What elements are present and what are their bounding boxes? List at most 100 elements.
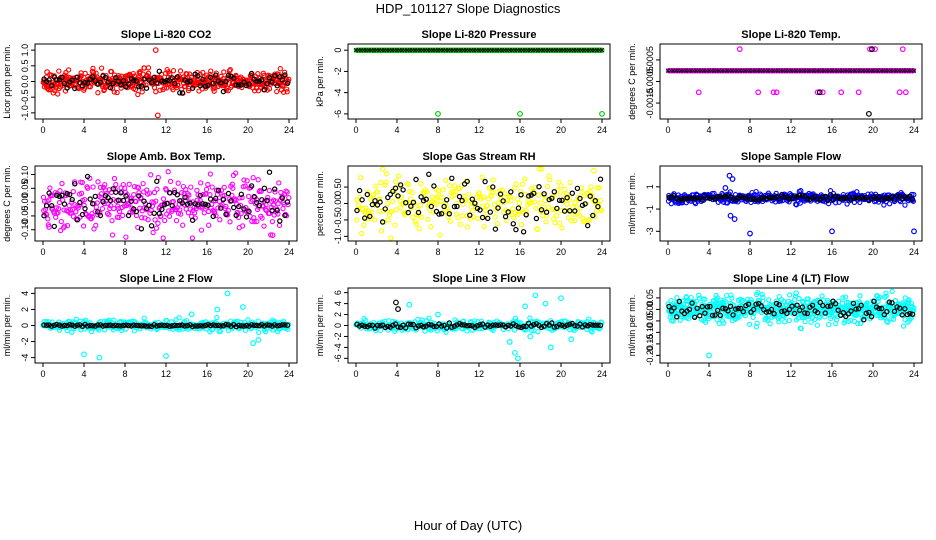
data-point xyxy=(212,85,218,91)
data-point xyxy=(405,181,411,188)
x-tick-label: 24 xyxy=(284,369,294,379)
mean-point xyxy=(274,207,280,213)
x-tick-label: 16 xyxy=(515,247,525,257)
mean-point xyxy=(54,192,60,198)
data-point xyxy=(539,166,545,172)
data-point xyxy=(511,215,517,221)
data-point xyxy=(98,191,105,197)
data-point xyxy=(424,188,430,195)
mean-point xyxy=(248,70,255,77)
outlier-point xyxy=(163,353,169,359)
data-point xyxy=(124,192,130,198)
mean-point xyxy=(254,78,260,84)
data-point xyxy=(797,200,803,206)
mean-point xyxy=(64,190,70,197)
data-point xyxy=(111,175,118,182)
data-point xyxy=(767,321,773,327)
outlier-point xyxy=(731,216,738,222)
mean-point xyxy=(272,186,278,192)
y-axis-label: ml/min per min. xyxy=(627,173,637,235)
mean-point xyxy=(261,86,268,93)
data-point xyxy=(206,222,212,228)
data-point xyxy=(385,201,391,207)
data-point xyxy=(366,210,373,216)
mean-point xyxy=(438,210,445,217)
data-point xyxy=(59,180,65,187)
mean-point xyxy=(362,215,368,221)
mean-point xyxy=(282,212,288,219)
mean-point xyxy=(502,213,509,220)
data-point xyxy=(180,222,186,228)
y-tick-label: -6 xyxy=(333,354,343,362)
mean-point xyxy=(143,205,150,212)
data-point xyxy=(244,178,250,184)
mean-point xyxy=(233,212,239,218)
y-tick-label: -4 xyxy=(333,89,343,97)
mean-point xyxy=(189,85,196,91)
mean-point xyxy=(200,76,206,83)
mean-point xyxy=(215,187,221,193)
mean-point xyxy=(855,195,862,201)
mean-point xyxy=(444,197,450,203)
mean-point xyxy=(781,194,788,200)
y-tick-label: 0.0005 xyxy=(645,46,655,74)
data-point xyxy=(109,217,115,224)
y-tick-label: 0 xyxy=(20,323,30,328)
mean-point xyxy=(41,212,47,219)
data-point xyxy=(83,211,89,217)
mean-point xyxy=(451,203,458,210)
x-tick-label: 20 xyxy=(868,369,878,379)
mean-point xyxy=(77,79,83,86)
outlier-point xyxy=(722,185,729,191)
outlier-point xyxy=(558,295,564,302)
mean-point xyxy=(390,188,396,194)
data-point xyxy=(109,232,116,238)
data-point xyxy=(495,200,501,206)
y-tick-label: -0.5 xyxy=(20,89,30,105)
x-tick-label: 4 xyxy=(394,247,399,257)
data-point xyxy=(73,209,79,215)
mean-point xyxy=(500,198,506,204)
data-point xyxy=(58,218,64,225)
data-point xyxy=(106,212,112,218)
data-point xyxy=(727,189,733,195)
data-point xyxy=(242,183,248,189)
x-tick-label: 20 xyxy=(243,247,253,257)
mean-point xyxy=(166,189,173,196)
mean-point xyxy=(684,195,690,202)
mean-point xyxy=(100,199,106,205)
y-tick-label: 0.50 xyxy=(333,178,343,196)
y-tick-label: 1 xyxy=(645,184,655,189)
data-point xyxy=(388,235,394,241)
mean-marker xyxy=(599,47,605,53)
y-axis-label: ml/min per min. xyxy=(2,295,12,357)
data-point xyxy=(85,185,91,191)
data-point xyxy=(214,314,220,321)
mean-point xyxy=(413,176,419,183)
mean-point xyxy=(372,198,378,204)
data-point xyxy=(393,179,399,185)
mean-point xyxy=(482,178,488,185)
mean-point xyxy=(210,80,216,87)
outlier-point xyxy=(239,304,246,310)
data-point xyxy=(56,68,62,74)
data-point xyxy=(154,186,160,192)
data-point xyxy=(443,177,449,184)
mean-point xyxy=(264,197,270,204)
data-point xyxy=(96,327,102,333)
data-point xyxy=(64,222,71,229)
data-point xyxy=(376,196,383,202)
x-tick-label: 12 xyxy=(161,247,171,257)
x-tick-label: 12 xyxy=(474,125,484,135)
mean-point xyxy=(861,195,867,201)
y-tick-label: -0.5 xyxy=(333,212,343,228)
mean-point xyxy=(694,195,700,201)
y-tick-label: 4 xyxy=(20,291,30,296)
data-point xyxy=(286,195,292,201)
mean-point xyxy=(567,208,573,214)
mean-point xyxy=(228,198,234,204)
data-point xyxy=(552,219,558,226)
data-point xyxy=(553,213,560,219)
mean-point xyxy=(179,200,186,206)
mean-point xyxy=(82,205,88,212)
